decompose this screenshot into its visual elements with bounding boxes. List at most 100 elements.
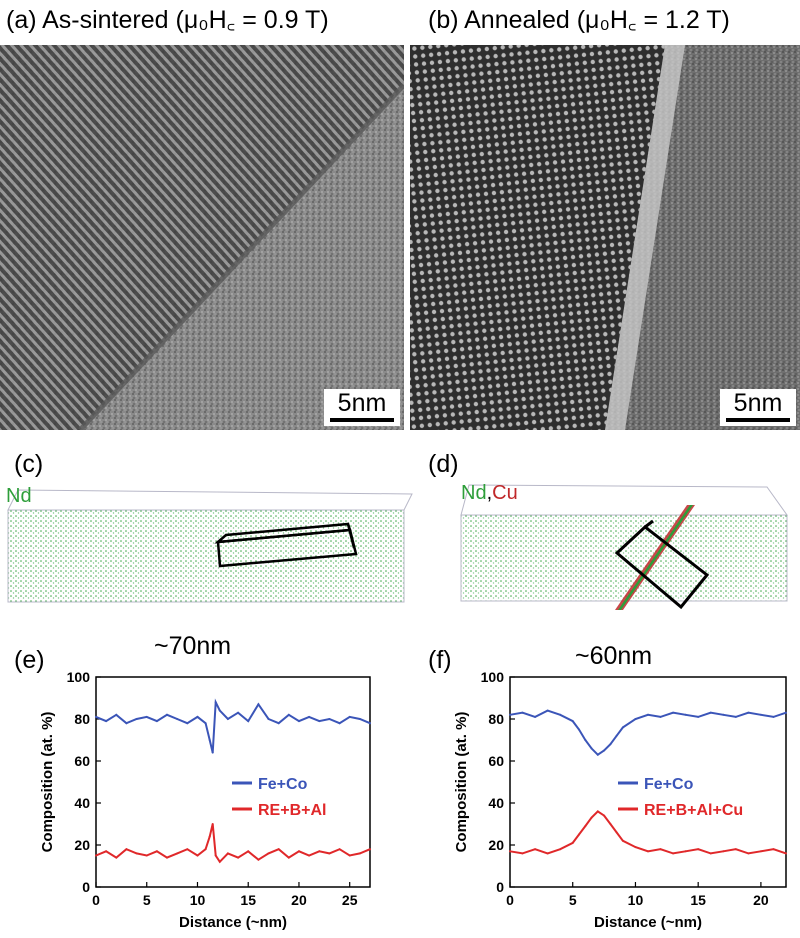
data-point bbox=[647, 713, 649, 716]
data-point bbox=[603, 814, 606, 817]
data-point bbox=[257, 858, 260, 861]
data-point bbox=[509, 850, 511, 853]
y-tick-label: 20 bbox=[488, 837, 504, 853]
y-tick-label: 80 bbox=[488, 711, 504, 727]
x-tick-label: 10 bbox=[190, 892, 206, 908]
data-point bbox=[166, 856, 168, 859]
data-point bbox=[621, 726, 624, 729]
data-point bbox=[328, 852, 331, 855]
y-tick-label: 80 bbox=[74, 711, 90, 727]
dimension-label-c: ~70nm bbox=[154, 632, 232, 660]
data-point bbox=[176, 852, 179, 855]
data-point bbox=[734, 715, 737, 718]
data-point bbox=[709, 711, 712, 714]
data-point bbox=[318, 850, 321, 853]
scale-bar-b-label: 5nm bbox=[733, 389, 783, 417]
y-axis-label: Composition (at. %) bbox=[453, 712, 470, 853]
data-point bbox=[596, 810, 599, 813]
element-cu: Cu bbox=[492, 482, 518, 504]
data-point bbox=[578, 728, 580, 731]
tem-image-as-sintered: 5nm bbox=[0, 45, 404, 430]
data-point bbox=[218, 860, 221, 863]
composition-chart-e: 0 20 40 60 80 100 0 5 10 15 20 25 Distance (~nm) Comp… bbox=[39, 669, 371, 931]
data-point bbox=[615, 831, 618, 834]
plot-frame bbox=[509, 676, 787, 888]
data-point bbox=[672, 711, 675, 714]
data-point bbox=[647, 850, 649, 853]
tem-image-annealed: 5nm bbox=[410, 45, 800, 430]
data-point bbox=[115, 713, 118, 716]
composition-chart-f: 0 20 40 60 80 100 0 5 10 15 20 Distance (~nm) Compos… bbox=[453, 669, 787, 931]
data-point bbox=[95, 715, 97, 718]
panel-d-label: (d) bbox=[428, 450, 459, 478]
tem-lattice-a bbox=[0, 45, 404, 430]
apt-volume-c bbox=[7, 489, 413, 603]
legend-label-0: Fe+Co bbox=[258, 776, 308, 793]
data-point bbox=[709, 852, 712, 855]
x-axis-label: Distance (~nm) bbox=[179, 914, 287, 931]
data-point bbox=[196, 715, 199, 718]
tem-lattice-b bbox=[410, 45, 800, 430]
dimension-label-d: ~60nm bbox=[575, 642, 653, 670]
x-tick-label: 15 bbox=[240, 892, 256, 908]
data-point bbox=[534, 715, 537, 718]
chart-e: 0 20 40 60 80 100 0 5 10 15 20 25 Distance (~nm) Comp… bbox=[0, 665, 400, 933]
y-tick-label: 100 bbox=[67, 669, 91, 685]
scale-bar-a-label: 5nm bbox=[337, 389, 387, 417]
data-point bbox=[214, 701, 217, 704]
data-point bbox=[772, 848, 775, 851]
data-point bbox=[308, 854, 311, 857]
x-tick-label: 20 bbox=[291, 892, 307, 908]
y-tick-label: 60 bbox=[74, 753, 90, 769]
data-point bbox=[590, 816, 593, 819]
data-point bbox=[722, 850, 725, 853]
data-point bbox=[603, 749, 606, 752]
data-point bbox=[204, 848, 207, 851]
data-point bbox=[176, 718, 179, 720]
data-point bbox=[155, 720, 158, 723]
data-point bbox=[369, 848, 371, 851]
data-point bbox=[590, 747, 593, 750]
data-point bbox=[226, 852, 229, 855]
panel-b-label: (b) Annealed (μ₀H꜀ = 1.2 T) bbox=[428, 6, 730, 34]
data-point bbox=[571, 841, 574, 844]
data-point bbox=[734, 848, 737, 851]
element-label-nd-c: Nd bbox=[6, 486, 32, 506]
data-point bbox=[609, 823, 612, 825]
data-point bbox=[166, 713, 168, 716]
data-point bbox=[247, 850, 250, 853]
data-point bbox=[609, 743, 612, 746]
data-point bbox=[348, 715, 351, 718]
data-point bbox=[596, 753, 599, 756]
data-point bbox=[211, 823, 214, 825]
data-point bbox=[328, 718, 331, 720]
data-point bbox=[237, 711, 240, 714]
data-point bbox=[684, 713, 687, 716]
series-line-1 bbox=[95, 823, 371, 864]
data-point bbox=[318, 720, 321, 723]
data-point bbox=[155, 850, 158, 853]
apt-volume-d bbox=[460, 484, 788, 610]
y-tick-label: 0 bbox=[496, 879, 504, 895]
data-point bbox=[621, 839, 624, 842]
element-nd: Nd bbox=[6, 485, 32, 507]
x-tick-label: 20 bbox=[753, 892, 769, 908]
series-line-0 bbox=[509, 709, 787, 756]
data-point bbox=[95, 854, 97, 857]
data-point bbox=[204, 722, 207, 725]
y-tick-label: 0 bbox=[82, 879, 90, 895]
x-tick-label: 10 bbox=[628, 892, 644, 908]
data-point bbox=[145, 854, 148, 857]
data-point bbox=[578, 833, 580, 836]
scale-bar-a-line bbox=[330, 418, 394, 422]
data-point bbox=[759, 713, 762, 716]
data-point bbox=[287, 713, 290, 716]
data-point bbox=[785, 711, 787, 714]
y-axis-label: Composition (at. %) bbox=[39, 712, 56, 853]
data-point bbox=[659, 715, 662, 718]
data-point bbox=[338, 722, 341, 725]
data-point bbox=[559, 713, 562, 716]
x-tick-label: 25 bbox=[342, 892, 358, 908]
x-tick-label: 5 bbox=[569, 892, 577, 908]
data-point bbox=[634, 718, 637, 720]
